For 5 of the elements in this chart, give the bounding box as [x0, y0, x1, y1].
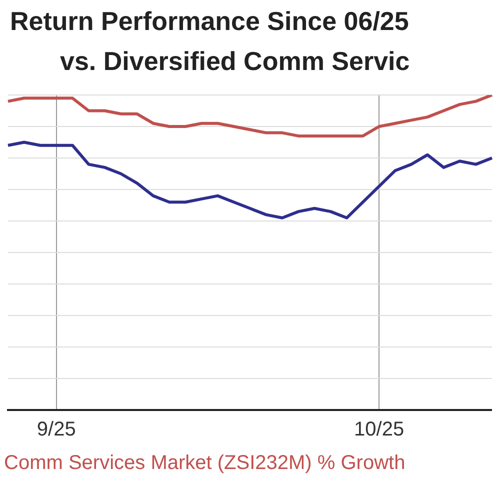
chart-title: Return Performance Since 06/25 [10, 6, 409, 37]
text: Comm Services Market (ZSI232M) % Growth [4, 452, 406, 474]
x-tick-label: 9/25 [36, 418, 76, 441]
chart-subtitle: vs. Diversified Comm Servic [60, 46, 410, 77]
x-tick-label: 10/25 [354, 418, 404, 441]
